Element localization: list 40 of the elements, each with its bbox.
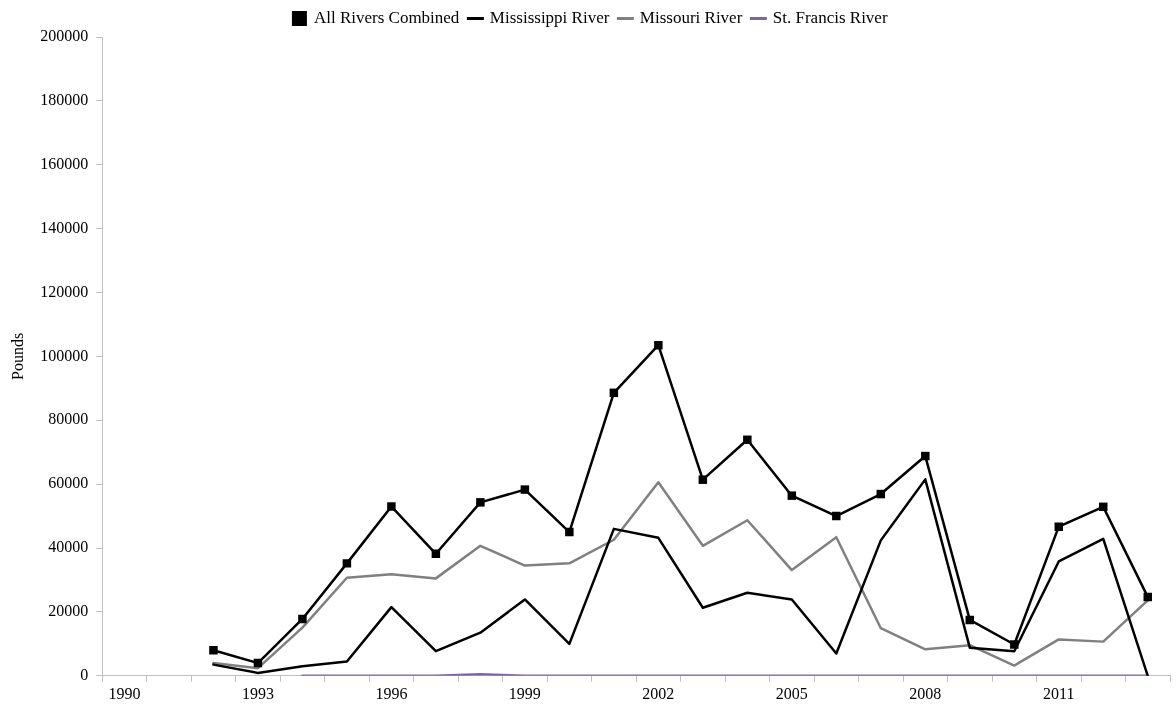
x-tick-label: 2008 (909, 684, 942, 702)
y-tick-label: 140000 (40, 218, 89, 236)
point (298, 614, 307, 624)
point (698, 475, 708, 484)
legend-label: Missouri River (639, 7, 743, 27)
y-tick-label: 40000 (48, 538, 89, 556)
legend-label: Mississippi River (489, 7, 610, 27)
x-tick-label: 1993 (241, 684, 274, 702)
point (1010, 640, 1019, 649)
y-tick-label: 0 (80, 666, 89, 683)
x-tick-label: 1999 (508, 684, 541, 702)
point (654, 340, 663, 350)
y-tick-label: 180000 (40, 91, 89, 109)
y-tick-label: 200000 (40, 27, 89, 45)
y-axis-title: Pounds (8, 332, 26, 380)
point (387, 502, 396, 511)
point (1099, 502, 1108, 512)
y-tick-label: 20000 (48, 602, 89, 620)
point (209, 646, 218, 655)
y-tick-label: 120000 (40, 282, 89, 300)
x-tick-label: 2011 (1043, 684, 1075, 702)
y-tick-label: 60000 (48, 474, 89, 492)
point (921, 451, 930, 461)
point (342, 559, 352, 568)
point (476, 498, 485, 507)
x-tick-label: 1996 (375, 684, 408, 702)
y-tick-label: 160000 (40, 154, 89, 172)
x-tick-label: 2002 (642, 684, 675, 702)
point (832, 511, 841, 521)
legend-label: St. Francis River (772, 7, 888, 27)
y-tick-label: 80000 (48, 410, 89, 428)
point (1054, 522, 1064, 531)
point (787, 491, 797, 500)
point (743, 435, 752, 445)
point (520, 485, 530, 494)
x-tick-label: 1990 (108, 684, 141, 702)
point (565, 527, 574, 537)
legend-label: All Rivers Combined (313, 7, 460, 27)
y-tick-label: 100000 (40, 346, 89, 364)
x-tick-label: 2005 (775, 684, 808, 702)
